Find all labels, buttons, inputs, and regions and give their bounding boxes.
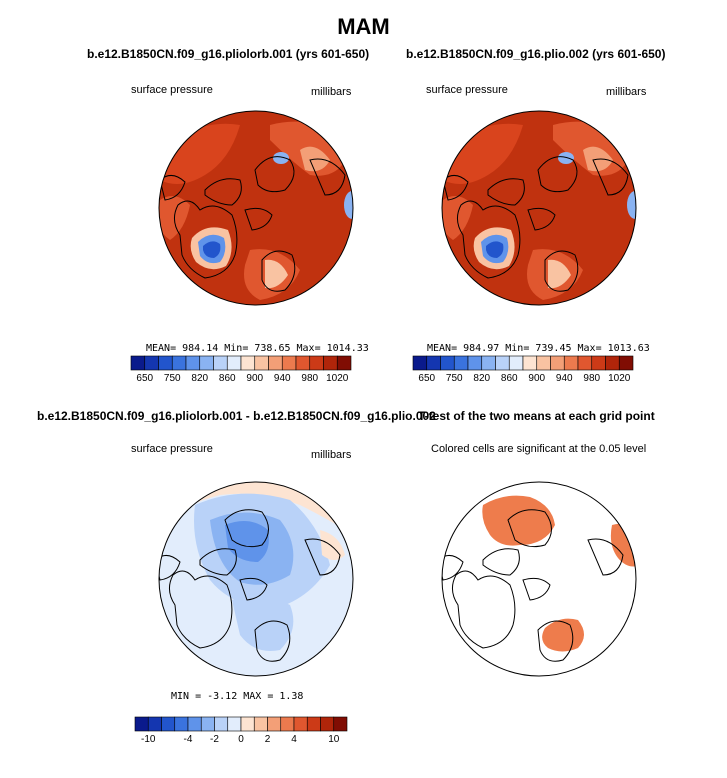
panel1-colorbar-box bbox=[158, 355, 173, 371]
panel2-colorbar-tick-label: 980 bbox=[583, 373, 601, 384]
panel2-colorbar-box bbox=[412, 355, 428, 371]
panel1-colorbar-tick-label: 820 bbox=[191, 373, 209, 384]
panel2-title: b.e12.B1850CN.f09_g16.plio.002 (yrs 601-… bbox=[406, 47, 666, 61]
panel2-colorbar-box bbox=[536, 355, 551, 371]
panel4-significance-note: Colored cells are significant at the 0.0… bbox=[431, 443, 647, 455]
panel2-colorbar-box bbox=[467, 355, 483, 371]
panel2-colorbar-box bbox=[522, 355, 538, 371]
panel3-colorbar-box bbox=[200, 716, 215, 732]
panel2-colorbar-box bbox=[550, 355, 565, 371]
panel1-colorbar-tick-label: 860 bbox=[218, 373, 236, 384]
panel1-colorbar-tick-label: 940 bbox=[273, 373, 291, 384]
panel3-colorbar-box bbox=[320, 716, 335, 732]
panel1-colorbar-box bbox=[130, 355, 146, 371]
panel3-colorbar-tick-label: 2 bbox=[264, 734, 271, 745]
panel3-colorbar-tick-label: -10 bbox=[141, 734, 156, 745]
panel3-colorbar-tick-label: 10 bbox=[328, 734, 340, 745]
panel2-colorbar-tick-label: 750 bbox=[445, 373, 463, 384]
panel1-colorbar-tick-label: 1020 bbox=[326, 373, 349, 384]
panel1-colorbar-box bbox=[281, 355, 297, 371]
panel2-variable-label: surface pressure bbox=[426, 84, 508, 96]
main-title: MAM bbox=[337, 14, 390, 39]
panel3-colorbar-tick-label: 4 bbox=[291, 734, 297, 745]
panel1-map bbox=[158, 110, 354, 306]
panel3-colorbar-box bbox=[161, 716, 176, 732]
panel2-colorbar-box bbox=[618, 355, 634, 371]
panel3-colorbar-box bbox=[240, 716, 255, 732]
panel3-colorbar-tick-label: -2 bbox=[210, 734, 219, 745]
panel3-colorbar-box bbox=[214, 716, 229, 732]
panel2-colorbar bbox=[412, 355, 634, 371]
panel3-colorbar-box bbox=[227, 716, 242, 732]
panel2-colorbar-tick-label: 820 bbox=[473, 373, 491, 384]
panel2-colorbar-box bbox=[440, 355, 455, 371]
panel2-colorbar-box bbox=[426, 355, 441, 371]
panel2-colorbar-tick-label: 900 bbox=[528, 373, 546, 384]
panel1-colorbar-tick-label: 750 bbox=[163, 373, 181, 384]
panel3-colorbar-tick-label: 0 bbox=[238, 734, 244, 745]
panel3-units-label: millibars bbox=[311, 449, 352, 461]
panel3-colorbar-box bbox=[174, 716, 189, 732]
panel2-colorbar-box bbox=[453, 355, 469, 371]
panel2-colorbar-box bbox=[605, 355, 620, 371]
panel2-colorbar-box bbox=[508, 355, 524, 371]
panel3-colorbar-box bbox=[253, 716, 268, 732]
panel1-colorbar-tick-label: 650 bbox=[136, 373, 154, 384]
panel3-map bbox=[158, 481, 354, 677]
panel1-colorbar-box bbox=[240, 355, 256, 371]
panel1-colorbar-box bbox=[199, 355, 214, 371]
panel3-colorbar-box bbox=[134, 716, 149, 732]
panel2-colorbar-box bbox=[577, 355, 593, 371]
panel3-stats: MIN = -3.12 MAX = 1.38 bbox=[171, 691, 304, 702]
panel3-variable-label: surface pressure bbox=[131, 443, 213, 455]
panel1-colorbar-box bbox=[213, 355, 228, 371]
panel1-colorbar-box bbox=[295, 355, 311, 371]
panel3-colorbar-box bbox=[280, 716, 295, 732]
panel2-colorbar-box bbox=[591, 355, 606, 371]
panel4-map bbox=[441, 481, 637, 677]
panel2-colorbar-box bbox=[563, 355, 579, 371]
panel1-colorbar-box bbox=[185, 355, 201, 371]
panel2-colorbar-box bbox=[495, 355, 510, 371]
panel1-colorbar-box bbox=[309, 355, 324, 371]
panel3-colorbar-box bbox=[306, 716, 321, 732]
panel4-title: T-test of the two means at each grid poi… bbox=[418, 409, 655, 423]
panel1-title: b.e12.B1850CN.f09_g16.pliolorb.001 (yrs … bbox=[87, 47, 370, 61]
panel1-colorbar-box bbox=[171, 355, 187, 371]
panel1-colorbar bbox=[130, 355, 352, 371]
panel2-colorbar-box bbox=[481, 355, 496, 371]
panel3-colorbar-box bbox=[187, 716, 202, 732]
panel1-variable-label: surface pressure bbox=[131, 84, 213, 96]
panel1-colorbar-box bbox=[226, 355, 242, 371]
panel3-colorbar-box bbox=[267, 716, 282, 732]
panel3-colorbar-box bbox=[147, 716, 162, 732]
panel1-colorbar-box bbox=[336, 355, 352, 371]
panel3-colorbar-tick-label: -4 bbox=[183, 734, 193, 745]
panel1-colorbar-box bbox=[323, 355, 338, 371]
panel1-colorbar-tick-label: 980 bbox=[301, 373, 319, 384]
panel2-colorbar-tick-label: 650 bbox=[418, 373, 436, 384]
panel2-map bbox=[441, 110, 637, 306]
panel1-colorbar-tick-label: 900 bbox=[246, 373, 264, 384]
panel3-colorbar bbox=[134, 716, 348, 732]
panel2-stats: MEAN= 984.97 Min= 739.45 Max= 1013.63 bbox=[427, 343, 650, 354]
panel3-title: b.e12.B1850CN.f09_g16.pliolorb.001 - b.e… bbox=[37, 409, 436, 423]
panel2-colorbar-tick-label: 1020 bbox=[608, 373, 631, 384]
panel2-colorbar-tick-label: 940 bbox=[555, 373, 573, 384]
panel1-colorbar-box bbox=[144, 355, 159, 371]
panel1-colorbar-box bbox=[268, 355, 283, 371]
panel2-units-label: millibars bbox=[606, 86, 647, 98]
panel3-colorbar-box bbox=[333, 716, 348, 732]
panel1-units-label: millibars bbox=[311, 86, 352, 98]
panel1-stats: MEAN= 984.14 Min= 738.65 Max= 1014.33 bbox=[146, 343, 369, 354]
panel1-colorbar-box bbox=[254, 355, 269, 371]
panel3-colorbar-box bbox=[293, 716, 308, 732]
panel2-colorbar-tick-label: 860 bbox=[500, 373, 518, 384]
